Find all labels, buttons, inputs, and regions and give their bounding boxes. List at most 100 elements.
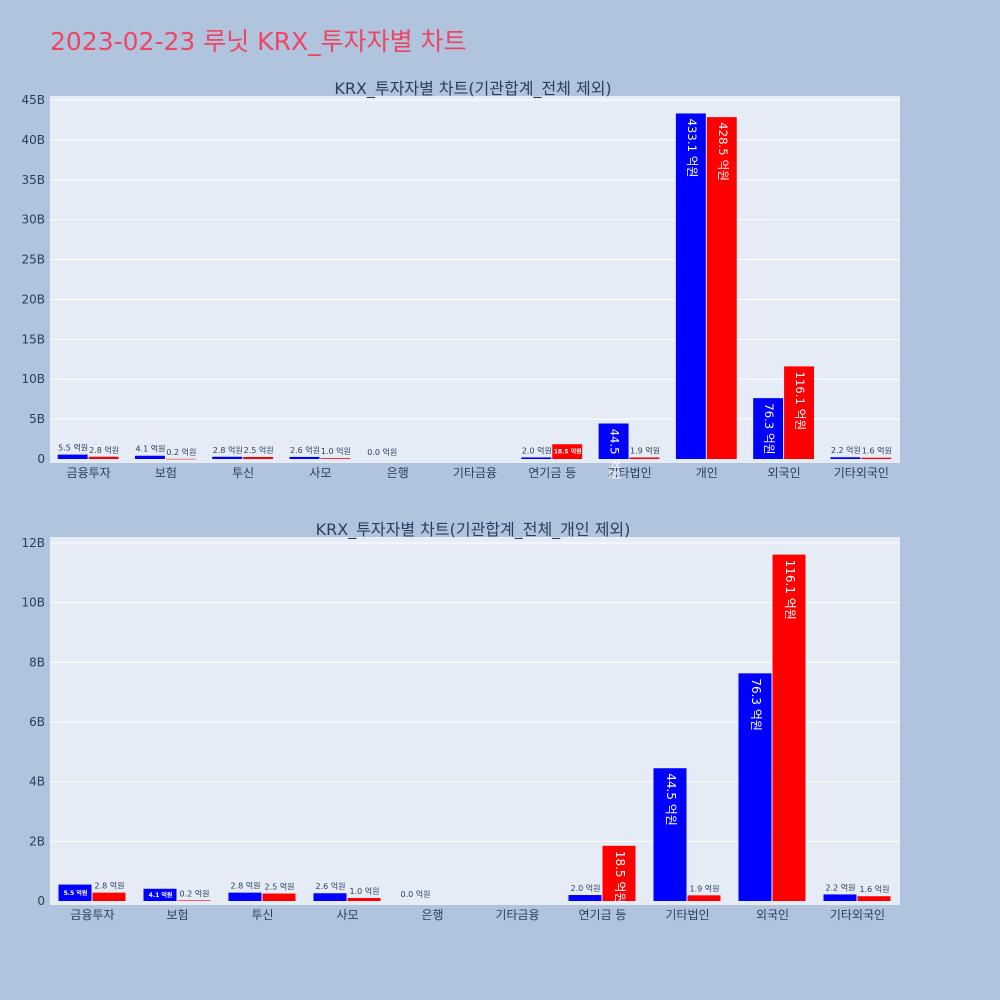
bar-data-label: 4.1 억원 <box>135 444 165 454</box>
y-tick-label: 40B <box>21 133 45 147</box>
bar-sell <box>92 892 126 901</box>
y-tick-label: 20B <box>21 292 45 306</box>
bar-data-label: 1.6 억원 <box>862 446 892 456</box>
bar-data-label: 5.5 억원 <box>64 889 88 897</box>
bar-data-label: 18.5 억원 <box>554 448 582 456</box>
x-tick-label: 금융투자 <box>67 466 111 480</box>
x-tick-label: 투신 <box>232 466 254 480</box>
page-title: 2023-02-23 루닛 KRX_투자자별 차트 <box>50 27 467 56</box>
bar-buy <box>653 768 687 901</box>
bar-buy <box>143 888 177 901</box>
bar-data-label: 116.1 억원 <box>793 371 807 430</box>
x-tick-label: 연기금 등 <box>579 908 627 922</box>
x-tick-label: 기타법인 <box>665 908 709 922</box>
bar-data-label: 44.5 억원 <box>664 773 678 826</box>
bar-buy <box>58 884 92 901</box>
bar-data-label: 18.5 억원 <box>613 851 627 904</box>
bar-sell <box>243 457 274 459</box>
bar-data-label: 4.1 억원 <box>149 891 173 899</box>
x-tick-label: 금융투자 <box>70 908 114 922</box>
bar-sell <box>629 457 660 459</box>
bar-sell <box>88 456 119 459</box>
y-tick-label: 12B <box>21 536 45 550</box>
x-tick-label: 사모 <box>309 466 331 480</box>
bar-sell <box>347 898 381 901</box>
bar-sell <box>177 900 211 901</box>
bar-data-label: 0.0 억원 <box>401 889 431 899</box>
bar-data-label: 76.3 억원 <box>749 678 763 731</box>
bar-sell <box>165 458 196 460</box>
bar-buy <box>313 893 347 901</box>
x-tick-label: 보험 <box>166 908 188 922</box>
bar-sell <box>687 895 721 901</box>
bar-data-label: 2.0 억원 <box>522 445 552 455</box>
bar-buy <box>228 892 262 901</box>
x-tick-label: 기타금융 <box>495 908 539 922</box>
x-tick-label: 기타외국인 <box>834 466 889 480</box>
y-tick-label: 30B <box>21 213 45 227</box>
bar-data-label: 0.2 억원 <box>180 888 210 898</box>
bar-data-label: 2.5 억원 <box>265 882 295 892</box>
bar-buy <box>598 423 629 459</box>
bar-data-label: 433.1 억원 <box>685 118 699 177</box>
bar-sell <box>784 366 814 459</box>
bar-data-label: 76.3 억원 <box>762 403 776 454</box>
bar-buy <box>135 455 165 459</box>
y-tick-label: 5B <box>29 412 45 426</box>
x-tick-label: 기타법인 <box>607 466 651 480</box>
bar-data-label: 1.9 억원 <box>630 445 660 455</box>
x-tick-label: 외국인 <box>756 908 789 922</box>
bar-data-label: 2.8 억원 <box>95 881 125 891</box>
y-tick-label: 10B <box>21 596 45 610</box>
bar-buy <box>568 895 602 901</box>
x-tick-label: 사모 <box>336 908 358 922</box>
bar-data-label: 1.0 억원 <box>350 886 380 896</box>
x-tick-label: 연기금 등 <box>528 466 576 480</box>
y-tick-label: 25B <box>21 253 45 267</box>
x-tick-label: 은행 <box>387 465 409 480</box>
bar-data-label: 5.5 억원 <box>58 443 88 453</box>
y-tick-label: 0 <box>37 452 45 466</box>
x-tick-label: 기타금융 <box>453 466 497 480</box>
bar-buy <box>823 894 857 901</box>
y-tick-label: 15B <box>21 332 45 346</box>
bar-data-label: 1.0 억원 <box>321 446 351 456</box>
bar-data-label: 44.5 억원 <box>608 428 622 479</box>
bar-sell <box>857 896 891 901</box>
bar-data-label: 1.6 억원 <box>860 884 890 894</box>
x-tick-label: 기타외국인 <box>830 908 885 922</box>
bar-sell <box>602 845 636 901</box>
x-tick-label: 보험 <box>155 466 177 480</box>
bar-buy <box>830 457 861 459</box>
bar-data-label: 0.2 억원 <box>166 447 196 457</box>
bar-buy <box>212 456 243 459</box>
bar-buy <box>521 457 552 459</box>
y-tick-label: 10B <box>21 372 45 386</box>
chart-title: KRX_투자자별 차트(기관합계_전체 제외) <box>334 79 611 99</box>
bar-data-label: 2.6 억원 <box>316 881 346 891</box>
bar-data-label: 116.1 억원 <box>783 560 797 620</box>
bar-data-label: 2.8 억원 <box>213 445 243 455</box>
bar-data-label: 1.9 억원 <box>690 883 720 893</box>
y-tick-label: 35B <box>21 173 45 187</box>
chart-title: KRX_투자자별 차트(기관합계_전체_개인 제외) <box>316 520 631 540</box>
y-tick-label: 45B <box>21 93 45 107</box>
bar-data-label: 2.8 억원 <box>89 445 119 455</box>
bar-data-label: 2.6 억원 <box>290 445 320 455</box>
bar-buy <box>289 456 320 459</box>
y-tick-label: 6B <box>29 715 45 729</box>
bar-sell <box>861 457 892 459</box>
bar-data-label: 428.5 억원 <box>716 122 730 181</box>
bar-data-label: 2.2 억원 <box>826 882 856 892</box>
bar-sell <box>552 444 583 459</box>
x-tick-label: 외국인 <box>768 466 801 480</box>
bar-buy <box>57 454 88 459</box>
y-tick-label: 0 <box>37 894 45 908</box>
bar-buy <box>675 113 706 460</box>
x-tick-label: 투신 <box>251 908 273 922</box>
x-tick-label: 은행 <box>421 907 443 922</box>
bar-sell <box>772 554 806 901</box>
